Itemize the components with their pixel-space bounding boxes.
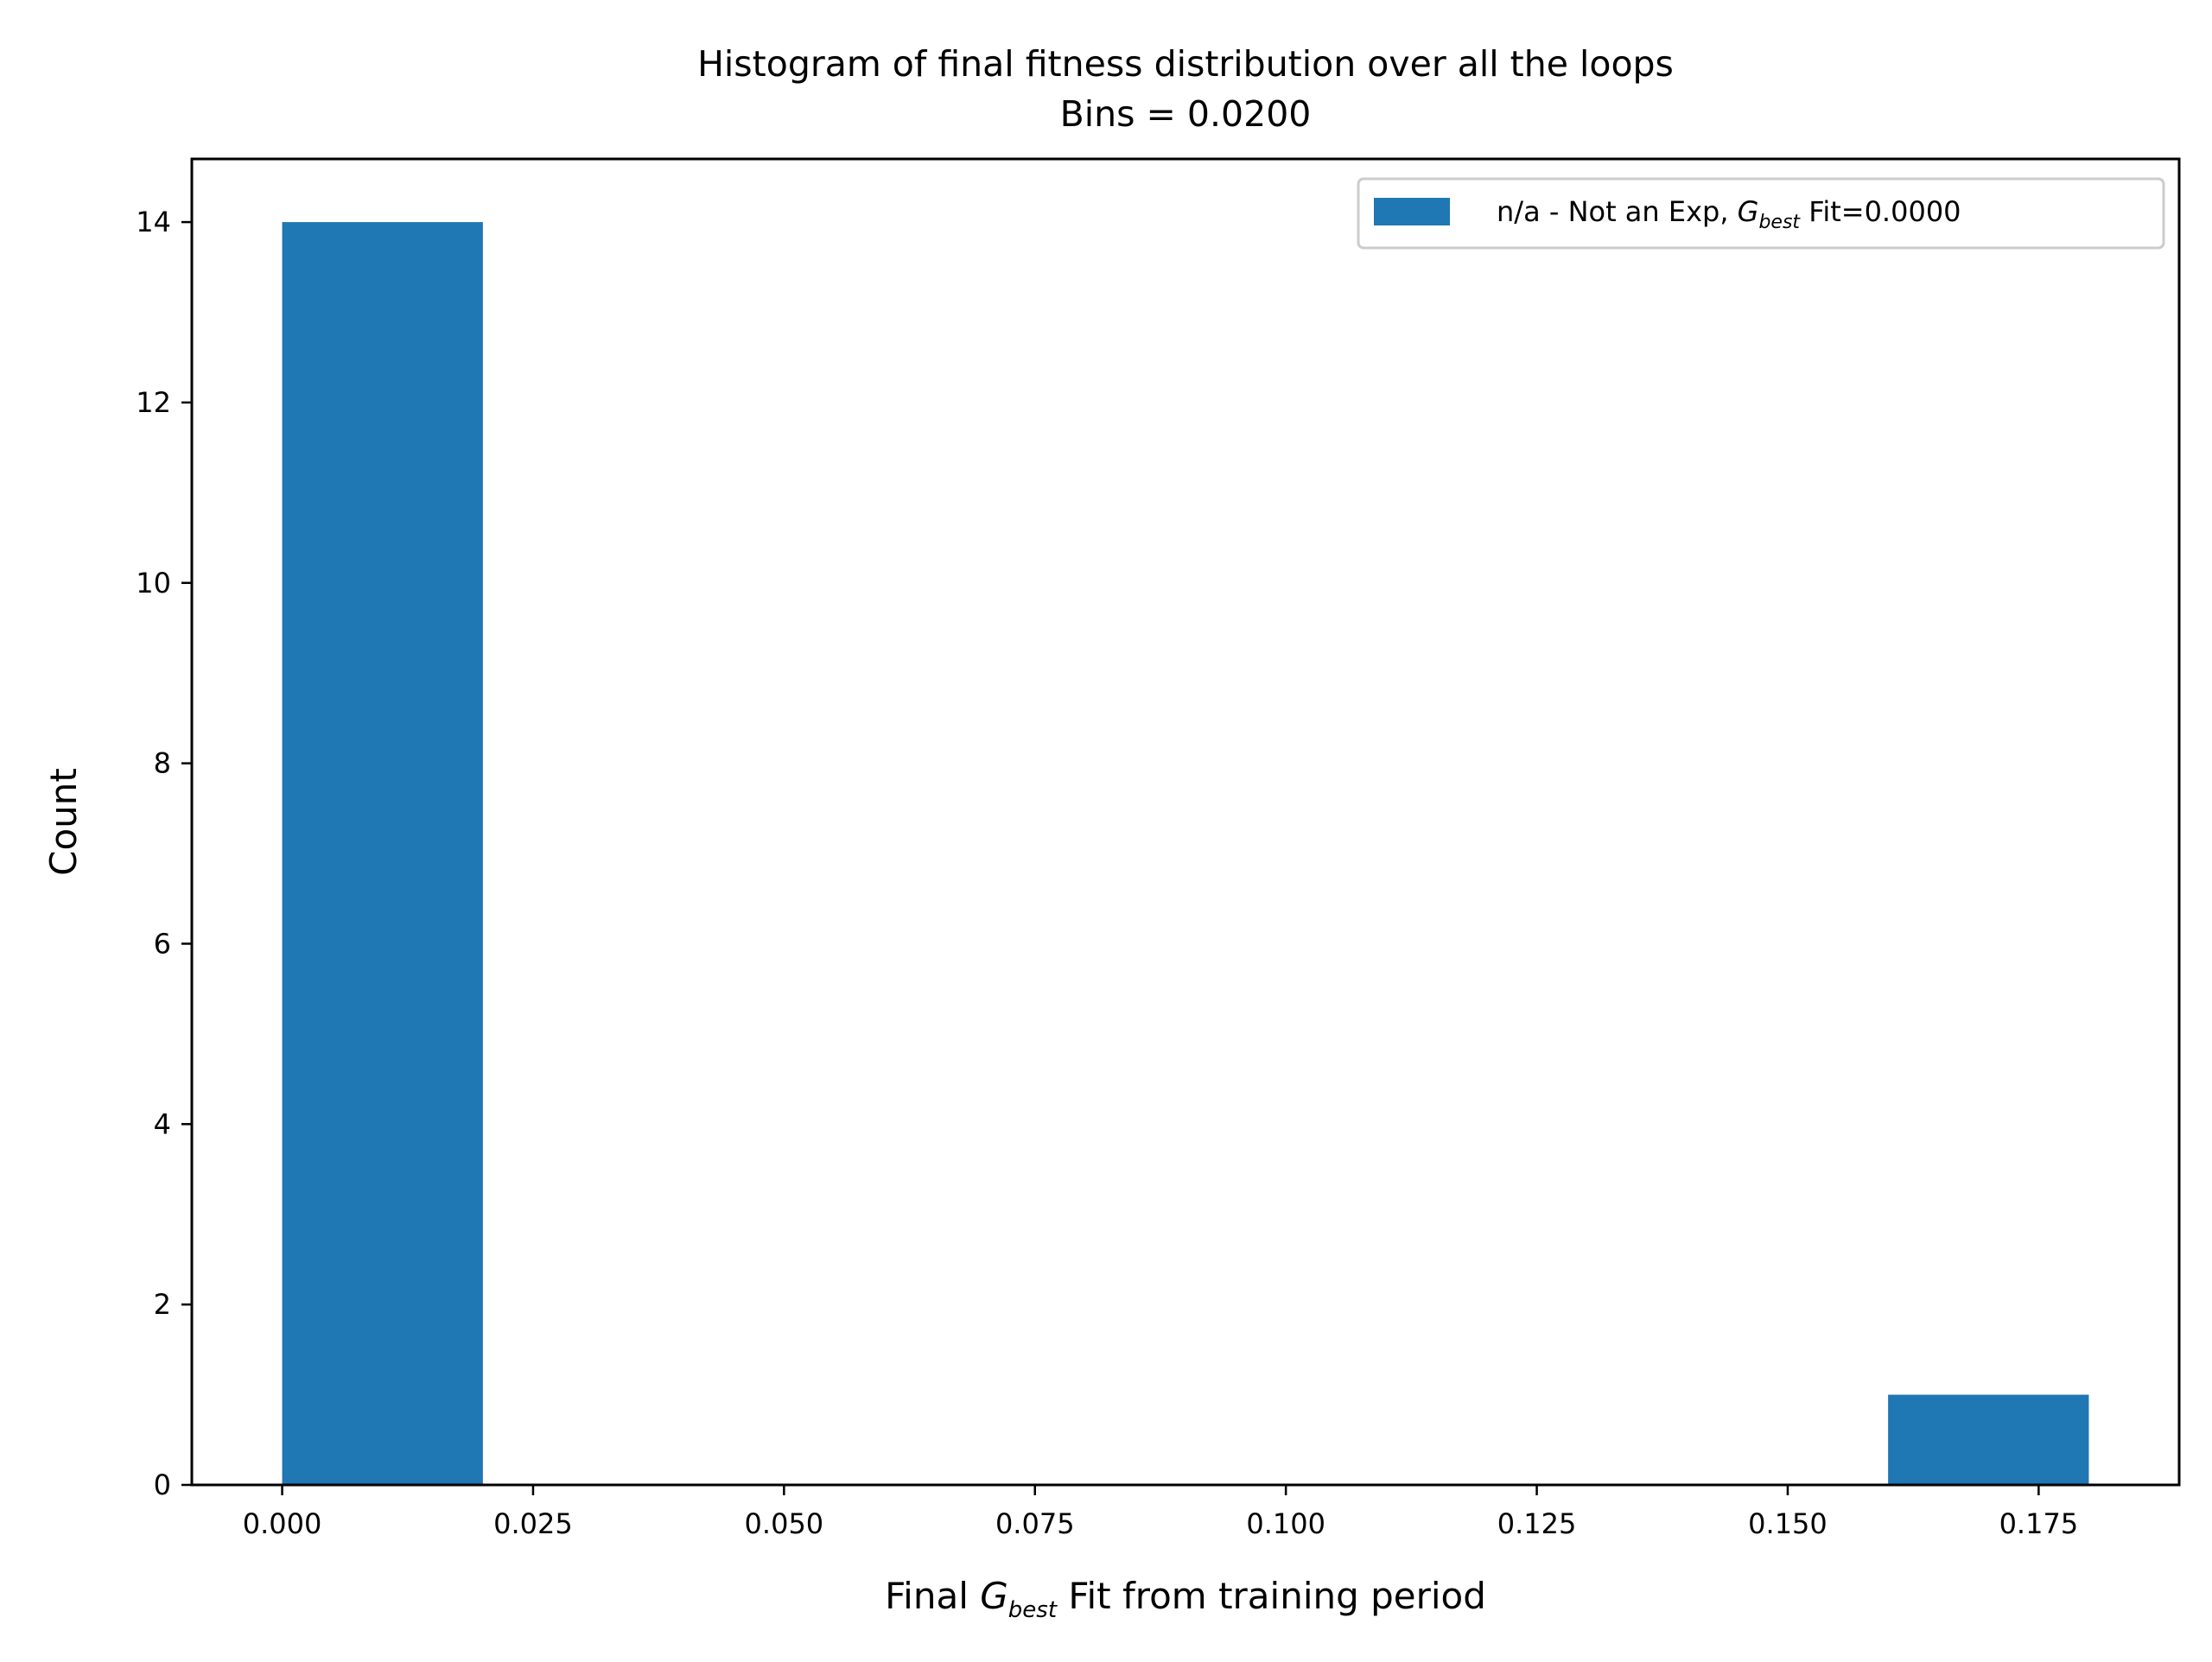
histogram-bar-1: [1888, 1394, 2089, 1485]
y-tick-label: 6: [154, 927, 171, 960]
legend-label: n/a - Not an Exp, Gbest Fit=0.0000: [1497, 195, 1961, 233]
x-tick-label: 0.000: [243, 1507, 322, 1540]
y-tick-label: 8: [154, 747, 171, 780]
y-axis-label: Count: [42, 768, 85, 876]
ticks-layer: 0.000 0.025 0.050 0.075 0.100 0.125 0.150 0.175…: [136, 206, 2078, 1540]
chart-subtitle: Bins = 0.0200: [1060, 93, 1312, 135]
plot-area-frame: [190, 157, 2181, 1487]
x-tick-label: 0.100: [1246, 1507, 1325, 1540]
x-axis-label: Final Gbest Fit from training period: [885, 1575, 1486, 1623]
legend-label-symbol: G: [1738, 195, 1759, 228]
y-tick-label: 10: [136, 567, 171, 599]
legend-swatch: [1374, 198, 1450, 225]
x-axis-label-prefix: Final: [885, 1575, 980, 1617]
y-tick-label: 2: [154, 1288, 171, 1321]
legend-label-suffix: Fit=0.0000: [1800, 195, 1961, 228]
bars-layer: [282, 222, 2089, 1486]
x-axis-label-suffix: Fit from training period: [1057, 1575, 1486, 1617]
legend-label-prefix: n/a - Not an Exp,: [1497, 195, 1738, 228]
legend-label-subscript: best: [1758, 212, 1801, 233]
y-tick-label: 12: [136, 386, 171, 419]
x-axis-label-subscript: best: [1008, 1597, 1058, 1623]
y-tick-label: 0: [154, 1469, 171, 1501]
x-tick-label: 0.075: [995, 1507, 1075, 1540]
x-tick-label: 0.025: [493, 1507, 573, 1540]
legend-box: [1357, 177, 2165, 250]
x-tick-label: 0.125: [1497, 1507, 1577, 1540]
y-tick-label: 4: [154, 1107, 171, 1140]
legend: n/a - Not an Exp, Gbest Fit=0.0000: [1357, 177, 2165, 250]
x-axis-label-symbol: G: [980, 1575, 1008, 1617]
x-tick-label: 0.050: [745, 1507, 824, 1540]
histogram-bar-0: [282, 222, 483, 1486]
chart-title: Histogram of final fitness distribution …: [697, 43, 1674, 85]
y-tick-label: 14: [136, 206, 171, 238]
x-tick-label: 0.175: [1999, 1507, 2079, 1540]
x-tick-label: 0.150: [1748, 1507, 1827, 1540]
